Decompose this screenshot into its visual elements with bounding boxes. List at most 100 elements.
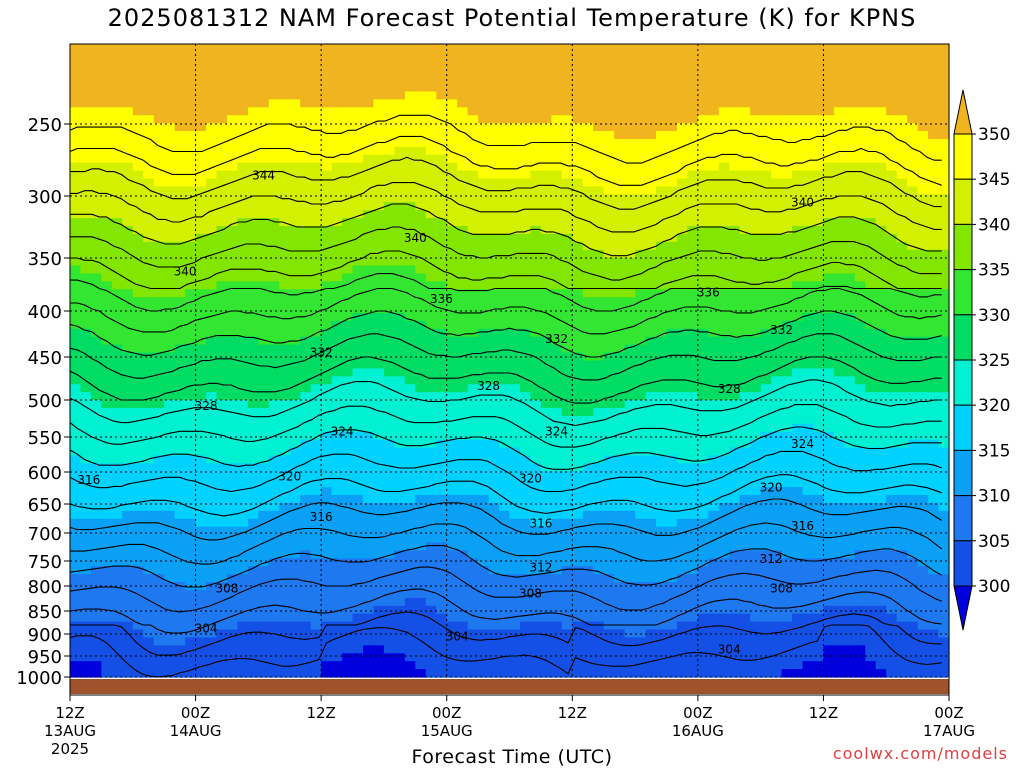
field-cell xyxy=(206,566,218,575)
field-cell xyxy=(509,162,521,172)
field-cell xyxy=(342,471,354,480)
field-cell xyxy=(185,661,197,670)
field-cell xyxy=(111,534,123,544)
field-cell xyxy=(436,210,448,219)
field-cell xyxy=(268,99,280,108)
field-cell xyxy=(363,621,375,631)
field-cell xyxy=(247,313,259,322)
field-cell xyxy=(436,202,448,211)
field-cell xyxy=(509,510,521,520)
field-cell xyxy=(383,233,395,243)
field-cell xyxy=(614,463,626,472)
field-cell xyxy=(656,91,668,100)
field-cell xyxy=(195,257,207,267)
field-cell xyxy=(404,138,416,148)
field-cell xyxy=(635,495,647,504)
field-cell xyxy=(143,75,155,85)
field-cell xyxy=(90,510,102,520)
field-cell xyxy=(111,582,123,591)
field-cell xyxy=(519,550,532,559)
field-cell xyxy=(436,320,448,330)
field-cell xyxy=(687,194,699,203)
field-cell xyxy=(289,487,301,496)
field-cell xyxy=(342,51,354,61)
field-cell xyxy=(572,178,584,188)
field-cell xyxy=(645,344,657,354)
field-cell xyxy=(436,566,448,575)
field-cell xyxy=(614,597,626,607)
field-cell xyxy=(258,400,270,409)
field-cell xyxy=(582,605,594,615)
field-cell xyxy=(310,273,322,282)
field-cell xyxy=(164,439,176,449)
field-cell xyxy=(394,637,406,646)
field-cell xyxy=(394,75,406,85)
field-cell xyxy=(561,542,573,551)
field-cell xyxy=(676,297,688,306)
field-cell xyxy=(216,210,228,219)
field-cell xyxy=(331,91,343,100)
field-cell xyxy=(635,621,647,631)
field-cell xyxy=(478,186,490,195)
field-cell xyxy=(687,439,699,449)
field-cell xyxy=(122,170,134,180)
field-cell xyxy=(645,661,657,670)
field-cell xyxy=(394,186,406,195)
field-cell xyxy=(394,281,406,290)
field-cell xyxy=(237,51,249,61)
field-cell xyxy=(415,479,427,488)
field-cell xyxy=(697,613,709,623)
field-cell xyxy=(551,328,563,338)
field-cell xyxy=(530,597,542,607)
field-cell xyxy=(467,218,479,227)
field-cell xyxy=(666,162,678,172)
field-cell xyxy=(101,146,113,156)
field-cell xyxy=(404,91,416,100)
field-cell xyxy=(206,574,218,583)
field-cell xyxy=(499,661,511,670)
field-cell xyxy=(614,265,626,275)
field-cell xyxy=(80,479,92,488)
field-cell xyxy=(300,225,312,235)
field-cell xyxy=(268,471,280,480)
field-cell xyxy=(206,471,218,480)
field-cell xyxy=(446,138,458,148)
field-cell xyxy=(687,123,699,132)
field-cell xyxy=(467,439,479,449)
field-cell xyxy=(206,218,218,227)
field-cell xyxy=(478,44,490,53)
field-cell xyxy=(185,67,197,77)
field-cell xyxy=(195,392,207,401)
field-cell xyxy=(80,400,92,409)
field-cell xyxy=(216,162,228,172)
field-cell xyxy=(561,526,573,536)
field-cell xyxy=(666,225,678,235)
field-cell xyxy=(195,447,207,457)
field-cell xyxy=(436,495,448,504)
field-cell xyxy=(561,59,573,69)
field-cell xyxy=(206,99,218,108)
field-cell xyxy=(342,154,354,164)
field-cell xyxy=(666,455,678,464)
field-cell xyxy=(530,233,542,243)
field-cell xyxy=(467,542,479,551)
field-cell xyxy=(603,653,615,662)
field-cell xyxy=(499,115,511,124)
field-cell xyxy=(216,415,228,425)
field-cell xyxy=(342,44,354,53)
field-cell xyxy=(321,589,333,599)
field-cell xyxy=(509,368,521,377)
field-cell xyxy=(90,502,102,512)
field-cell xyxy=(185,487,197,496)
field-cell xyxy=(708,91,720,100)
field-cell xyxy=(708,455,720,464)
field-cell xyxy=(216,241,228,251)
field-cell xyxy=(237,241,249,251)
field-cell xyxy=(697,218,709,227)
field-cell xyxy=(122,518,134,528)
field-cell xyxy=(540,502,552,512)
field-cell xyxy=(415,621,427,631)
field-cell xyxy=(415,320,427,330)
field-cell xyxy=(425,313,437,322)
field-cell xyxy=(697,67,709,77)
